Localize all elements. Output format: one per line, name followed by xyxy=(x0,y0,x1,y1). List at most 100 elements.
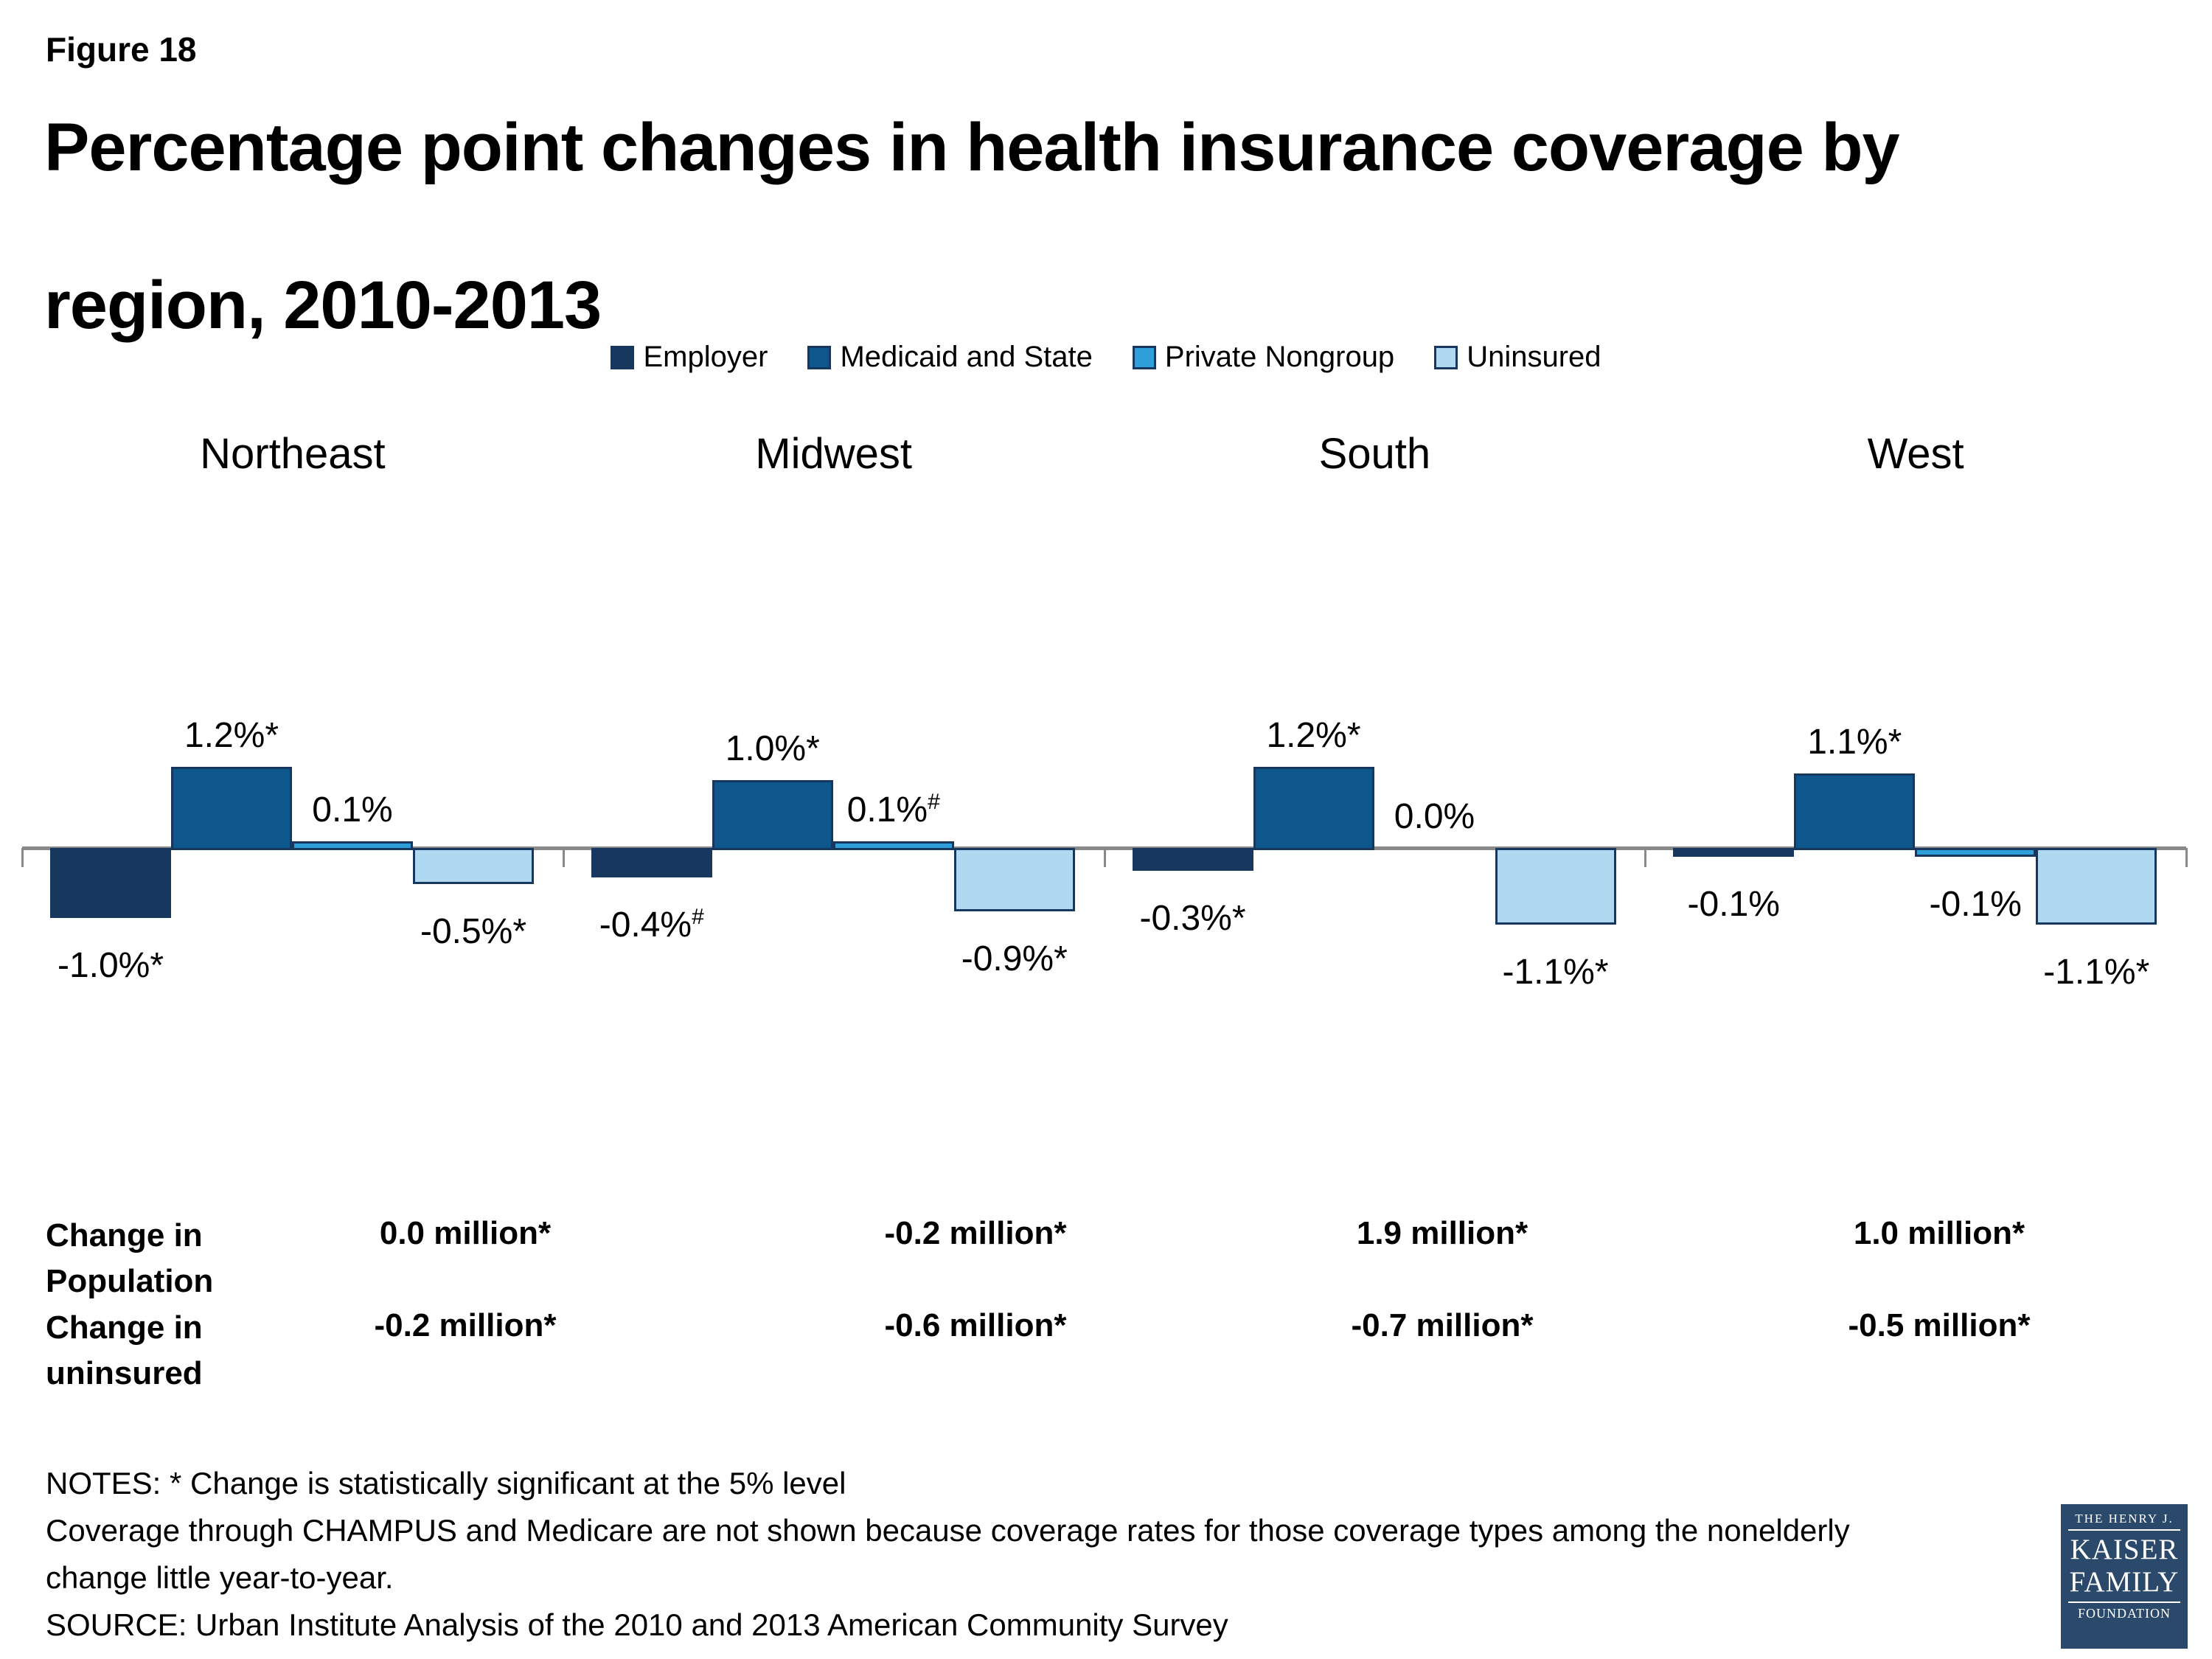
bar-value-text: -1.1%* xyxy=(1502,953,1609,992)
legend-label: Employer xyxy=(643,341,768,373)
bar-private-nongroup xyxy=(1915,848,2037,858)
legend-swatch-icon xyxy=(807,345,832,369)
bar-private-nongroup xyxy=(292,841,413,850)
bar-medicaid-and-state xyxy=(712,780,833,850)
bar-value-text: 1.2%* xyxy=(1266,715,1361,755)
bar-value-text: 1.2%* xyxy=(184,715,279,755)
bar-value-text: 0.1% xyxy=(312,790,393,830)
axis-tick xyxy=(562,848,565,867)
bar-value-label: -0.1% xyxy=(1615,884,1851,925)
table-cell-population-west: 1.0 million* xyxy=(1853,1215,2025,1251)
notes-line-significance: NOTES: * Change is statistically signifi… xyxy=(46,1466,846,1500)
bar-value-label: 0.1% xyxy=(234,790,470,831)
bar-value-text: -0.1% xyxy=(1687,885,1780,925)
bar-private-nongroup xyxy=(832,841,954,850)
region-label-south: South xyxy=(1318,430,1431,478)
legend-item: Employer xyxy=(611,341,768,374)
table-row-header-line: Change in xyxy=(46,1310,203,1346)
region-label-northeast: Northeast xyxy=(200,430,386,478)
legend-label: Private Nongroup xyxy=(1164,341,1395,373)
kaiser-family-foundation-logo: THE HENRY J. KAISER FAMILY FOUNDATION xyxy=(2061,1504,2188,1649)
notes-line-coverage-2: change little year-to-year. xyxy=(46,1560,394,1595)
table-row-header-line: Population xyxy=(46,1263,214,1299)
bar-value-text: -1.0%* xyxy=(57,946,164,985)
table-row-header-line: uninsured xyxy=(46,1355,203,1391)
table-cell-population-south: 1.9 million* xyxy=(1356,1215,1528,1251)
bar-value-label: 1.2%* xyxy=(114,715,349,757)
bar-value-label: 0.0% xyxy=(1317,796,1553,838)
region-label-midwest: Midwest xyxy=(755,430,912,478)
bar-value-text: 1.1%* xyxy=(1807,722,1902,762)
bar-medicaid-and-state xyxy=(1253,766,1374,850)
logo-text-kaiser: KAISER xyxy=(2070,1534,2179,1565)
axis-tick xyxy=(2185,848,2188,867)
bar-value-label: -1.0%* xyxy=(0,945,229,987)
table-cell-population-northeast: 0.0 million* xyxy=(379,1215,552,1251)
page-title-line-2: region, 2010-2013 xyxy=(44,268,602,343)
legend-item: Uninsured xyxy=(1434,341,1601,374)
bar-value-text: -1.1%* xyxy=(2043,953,2150,992)
page-title-line-1: Percentage point changes in health insur… xyxy=(44,110,1900,185)
bar-value-superscript: # xyxy=(928,789,940,814)
bar-value-text: 0.1% xyxy=(846,790,928,830)
bar-employer xyxy=(591,848,712,877)
bar-medicaid-and-state xyxy=(1794,773,1916,850)
bar-value-label: -1.1%* xyxy=(1978,952,2212,993)
bar-medicaid-and-state xyxy=(171,766,292,850)
bar-uninsured xyxy=(413,848,534,884)
figure-number-label: Figure 18 xyxy=(46,30,197,69)
legend-label: Medicaid and State xyxy=(840,341,1093,373)
bar-value-label: -0.9%* xyxy=(897,939,1133,980)
bar-value-text: 1.0%* xyxy=(725,729,820,768)
table-row-header-line: Change in xyxy=(46,1217,203,1253)
logo-divider xyxy=(2068,1529,2180,1531)
table-cell-uninsured-south: -0.7 million* xyxy=(1351,1307,1534,1343)
legend-swatch-icon xyxy=(1434,345,1458,369)
axis-tick xyxy=(1644,848,1647,867)
bar-employer xyxy=(50,848,171,918)
table-row-header-population: Change in Population xyxy=(46,1213,267,1304)
chart-legend: Employer Medicaid and State Private Nongro… xyxy=(0,341,2212,374)
region-label-west: West xyxy=(1867,430,1964,478)
bar-value-text: -0.3%* xyxy=(1139,898,1246,938)
axis-tick xyxy=(21,848,24,867)
table-cell-population-midwest: -0.2 million* xyxy=(884,1215,1067,1251)
logo-text-the-henry-j: THE HENRY J. xyxy=(2075,1512,2174,1526)
bar-value-label: 0.1%# xyxy=(776,790,1012,831)
table-row-header-uninsured: Change in uninsured xyxy=(46,1305,267,1397)
logo-divider xyxy=(2068,1601,2180,1603)
legend-item: Medicaid and State xyxy=(807,341,1093,374)
legend-label: Uninsured xyxy=(1467,341,1601,373)
bar-value-text: 0.0% xyxy=(1394,797,1475,836)
bar-employer xyxy=(1132,848,1253,871)
bar-value-label: 1.2%* xyxy=(1196,715,1432,757)
bar-value-text: -0.1% xyxy=(1929,885,2022,925)
bar-employer xyxy=(1673,848,1795,858)
axis-tick xyxy=(1103,848,1106,867)
table-cell-uninsured-northeast: -0.2 million* xyxy=(374,1307,557,1343)
bar-value-text: -0.4% xyxy=(599,905,692,945)
legend-swatch-icon xyxy=(1132,345,1156,369)
bar-uninsured xyxy=(2036,848,2157,925)
legend-item: Private Nongroup xyxy=(1132,341,1395,374)
logo-text-family: FAMILY xyxy=(2069,1566,2180,1598)
bar-uninsured xyxy=(953,848,1075,911)
bar-value-superscript: # xyxy=(692,904,704,929)
bar-value-label: -0.5%* xyxy=(355,911,591,953)
bar-value-text: -0.5%* xyxy=(420,912,527,951)
bar-value-label: 1.1%* xyxy=(1736,722,1972,763)
bar-value-label: -1.1%* xyxy=(1438,952,1674,993)
legend-swatch-icon xyxy=(611,345,635,369)
logo-text-foundation: FOUNDATION xyxy=(2078,1606,2171,1621)
table-cell-uninsured-midwest: -0.6 million* xyxy=(884,1307,1067,1343)
notes-line-source: SOURCE: Urban Institute Analysis of the … xyxy=(46,1607,1228,1642)
notes-line-coverage-1: Coverage through CHAMPUS and Medicare ar… xyxy=(46,1513,1850,1548)
bar-value-label: -0.4%# xyxy=(534,905,770,946)
bar-value-text: -0.9%* xyxy=(961,939,1068,978)
table-cell-uninsured-west: -0.5 million* xyxy=(1848,1307,2031,1343)
bar-value-label: -0.3%* xyxy=(1075,898,1311,939)
bar-uninsured xyxy=(1495,848,1616,925)
bar-value-label: -0.1% xyxy=(1857,884,2093,925)
bar-value-label: 1.0%* xyxy=(655,728,891,770)
